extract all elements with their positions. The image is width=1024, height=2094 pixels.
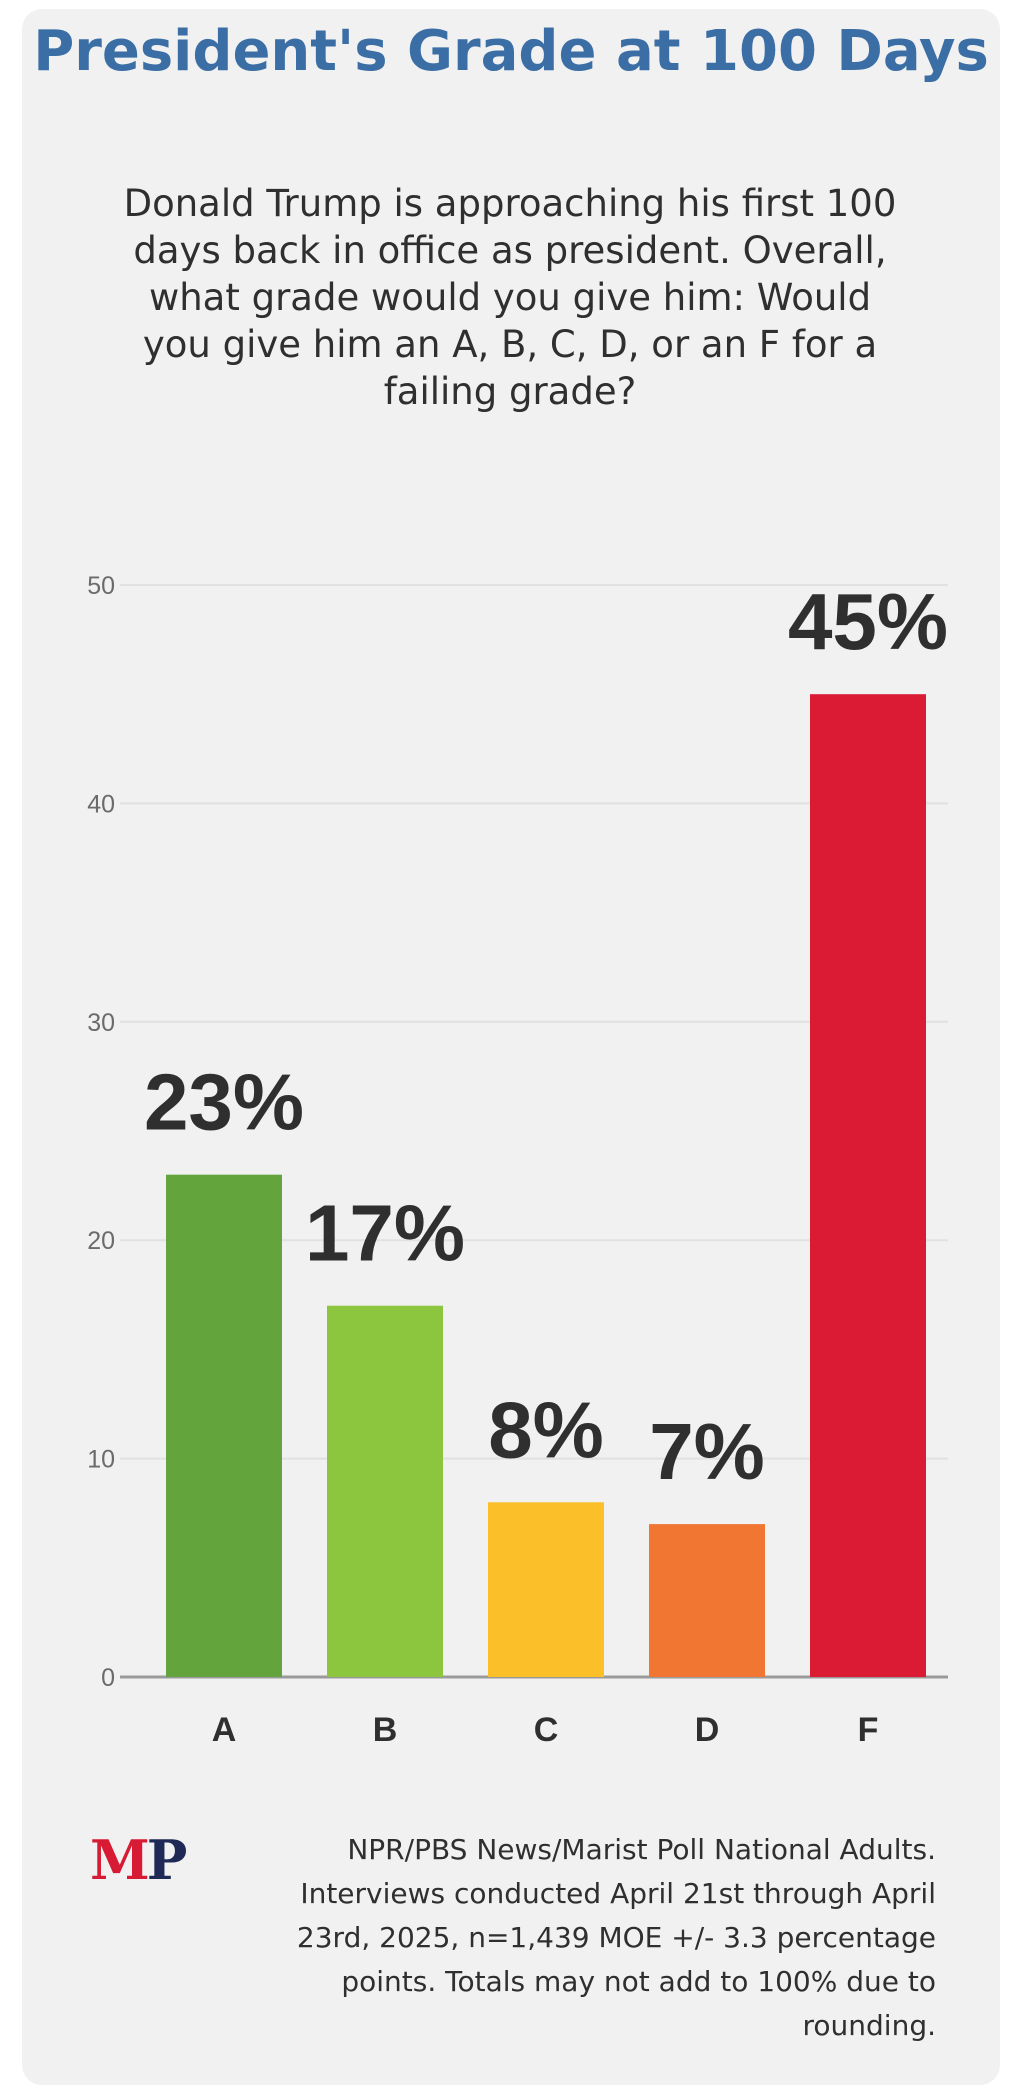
x-tick-label: B <box>373 1711 398 1749</box>
x-tick-label: D <box>695 1711 720 1749</box>
logo-letter-m: M <box>90 1828 150 1892</box>
data-label: 23% <box>144 1058 304 1147</box>
source-note: NPR/PBS News/Marist Poll National Adults… <box>296 1833 936 2042</box>
bar-f <box>810 694 926 1677</box>
x-tick-label: A <box>212 1711 237 1749</box>
x-tick-label: C <box>534 1711 559 1749</box>
chart-subtitle: Donald Trump is approaching his first 10… <box>123 182 897 413</box>
y-tick-label: 20 <box>87 1227 115 1255</box>
y-tick-label: 40 <box>87 790 115 818</box>
marist-poll-logo: MP <box>90 1828 188 1892</box>
bar-d <box>649 1524 765 1677</box>
bar-a <box>166 1174 282 1677</box>
data-label: 17% <box>305 1189 465 1278</box>
y-tick-label: 30 <box>87 1009 115 1037</box>
chart-title: President's Grade at 100 Days <box>33 19 989 84</box>
bar-chart: 0 10 20 30 40 50 23% A 17% B 8% C 7% D 45% F <box>87 572 948 1749</box>
data-label: 45% <box>788 577 948 666</box>
data-label: 8% <box>488 1385 604 1474</box>
data-label: 7% <box>649 1407 765 1496</box>
bar-c <box>488 1502 604 1677</box>
y-tick-label: 0 <box>101 1664 115 1692</box>
logo-letter-p: P <box>146 1828 188 1892</box>
x-tick-label: F <box>858 1711 879 1749</box>
y-tick-label: 10 <box>87 1446 115 1474</box>
y-tick-label: 50 <box>87 572 115 600</box>
bar-b <box>327 1305 443 1677</box>
